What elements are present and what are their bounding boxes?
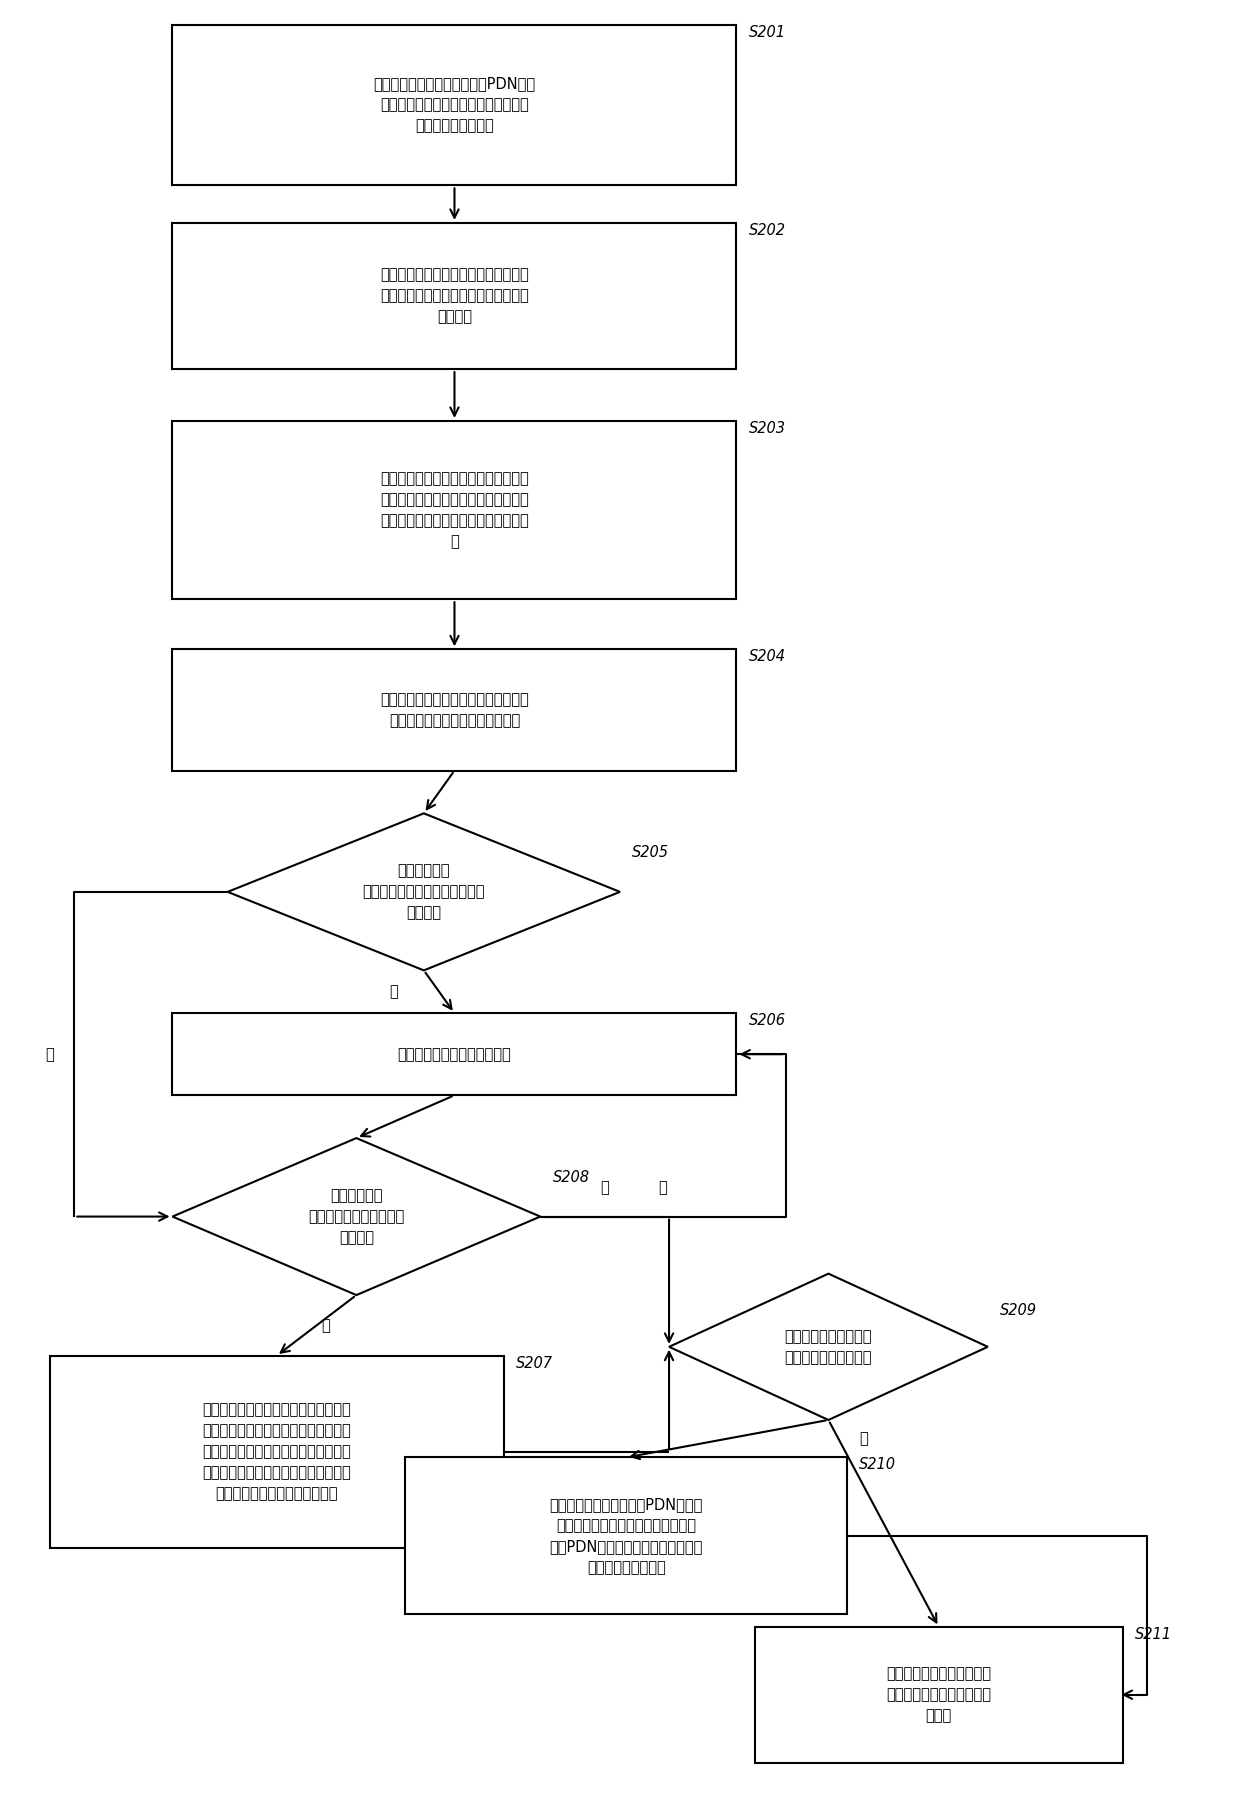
Text: 否: 否	[658, 1179, 667, 1196]
Polygon shape	[670, 1273, 988, 1420]
Text: 否: 否	[46, 1046, 55, 1061]
Text: 所述应用处理器将所述网络
异常原因发送至显示设备进
行显示: 所述应用处理器将所述网络 异常原因发送至显示设备进 行显示	[887, 1667, 991, 1722]
Bar	[755, 1627, 1122, 1762]
Text: 否: 否	[600, 1179, 609, 1196]
Text: 当所述应用处理器接收到所述异常消息
时，获取所述调制解调器当前使用的第
一协议栈: 当所述应用处理器接收到所述异常消息 时，获取所述调制解调器当前使用的第 一协议栈	[381, 268, 528, 324]
Polygon shape	[228, 813, 620, 971]
Text: S208: S208	[553, 1170, 589, 1185]
Text: 所述应用处理
器判断所述当前位置是否
发生变化: 所述应用处理 器判断所述当前位置是否 发生变化	[309, 1188, 404, 1244]
Text: 所述应用处理器关闭所述第一协议栈并
从所述调制解调器支持的多个协议栈中
选择除所述第一协议栈之外的第二协议
栈: 所述应用处理器关闭所述第一协议栈并 从所述调制解调器支持的多个协议栈中 选择除所…	[381, 471, 528, 548]
Text: 所述应用处理器记录当前位置: 所述应用处理器记录当前位置	[398, 1046, 511, 1061]
Bar	[172, 1014, 737, 1095]
Text: S201: S201	[749, 25, 786, 40]
Text: S209: S209	[1001, 1304, 1037, 1318]
Text: S211: S211	[1135, 1627, 1172, 1642]
Text: S206: S206	[749, 1014, 786, 1028]
Text: 所述应用处理器获取所述PDN连接失
败的日志，并将所述网络异常原因、
所述PDN连接失败的日志以及所述当
前位置上报至网络侧: 所述应用处理器获取所述PDN连接失 败的日志，并将所述网络异常原因、 所述PDN…	[549, 1498, 703, 1575]
Text: 所述应用处理器恢复所述调制解调器支
持的多个协议栈中的默认协议栈开关状
态，或恢复所述调制解调器支持的多个
协议栈中的默认协议栈开关状态并同时
对所述调制解调器: 所述应用处理器恢复所述调制解调器支 持的多个协议栈中的默认协议栈开关状 态，或恢…	[202, 1402, 351, 1501]
Text: 否: 否	[859, 1431, 868, 1446]
Bar	[50, 1356, 503, 1548]
Text: 是: 是	[321, 1318, 330, 1332]
Text: S207: S207	[516, 1356, 553, 1370]
Text: 调制解调器检测到公用数据网PDN连接
失败时，将携带网络异常原因的异常消
息发送至应用处理器: 调制解调器检测到公用数据网PDN连接 失败时，将携带网络异常原因的异常消 息发送…	[373, 77, 536, 133]
Bar	[172, 649, 737, 771]
Bar	[172, 223, 737, 369]
Text: 是: 是	[389, 984, 398, 1000]
Text: S205: S205	[632, 845, 670, 859]
Text: 所述应用处理器判断网
络异常原因是否上报过: 所述应用处理器判断网 络异常原因是否上报过	[785, 1329, 872, 1365]
Bar	[405, 1458, 847, 1615]
Text: S203: S203	[749, 421, 786, 435]
Text: 所述应用处理
器判断所述第二协议栈网络注册
是否成功: 所述应用处理 器判断所述第二协议栈网络注册 是否成功	[362, 863, 485, 921]
Text: S204: S204	[749, 649, 786, 663]
Bar	[172, 25, 737, 185]
Text: S210: S210	[859, 1458, 897, 1473]
Text: 所述应用处理器开启所述第二协议栈并
使用所述第二协议栈进行网络注册: 所述应用处理器开启所述第二协议栈并 使用所述第二协议栈进行网络注册	[381, 692, 528, 728]
Bar	[172, 421, 737, 599]
Text: S202: S202	[749, 223, 786, 237]
Polygon shape	[172, 1138, 541, 1295]
